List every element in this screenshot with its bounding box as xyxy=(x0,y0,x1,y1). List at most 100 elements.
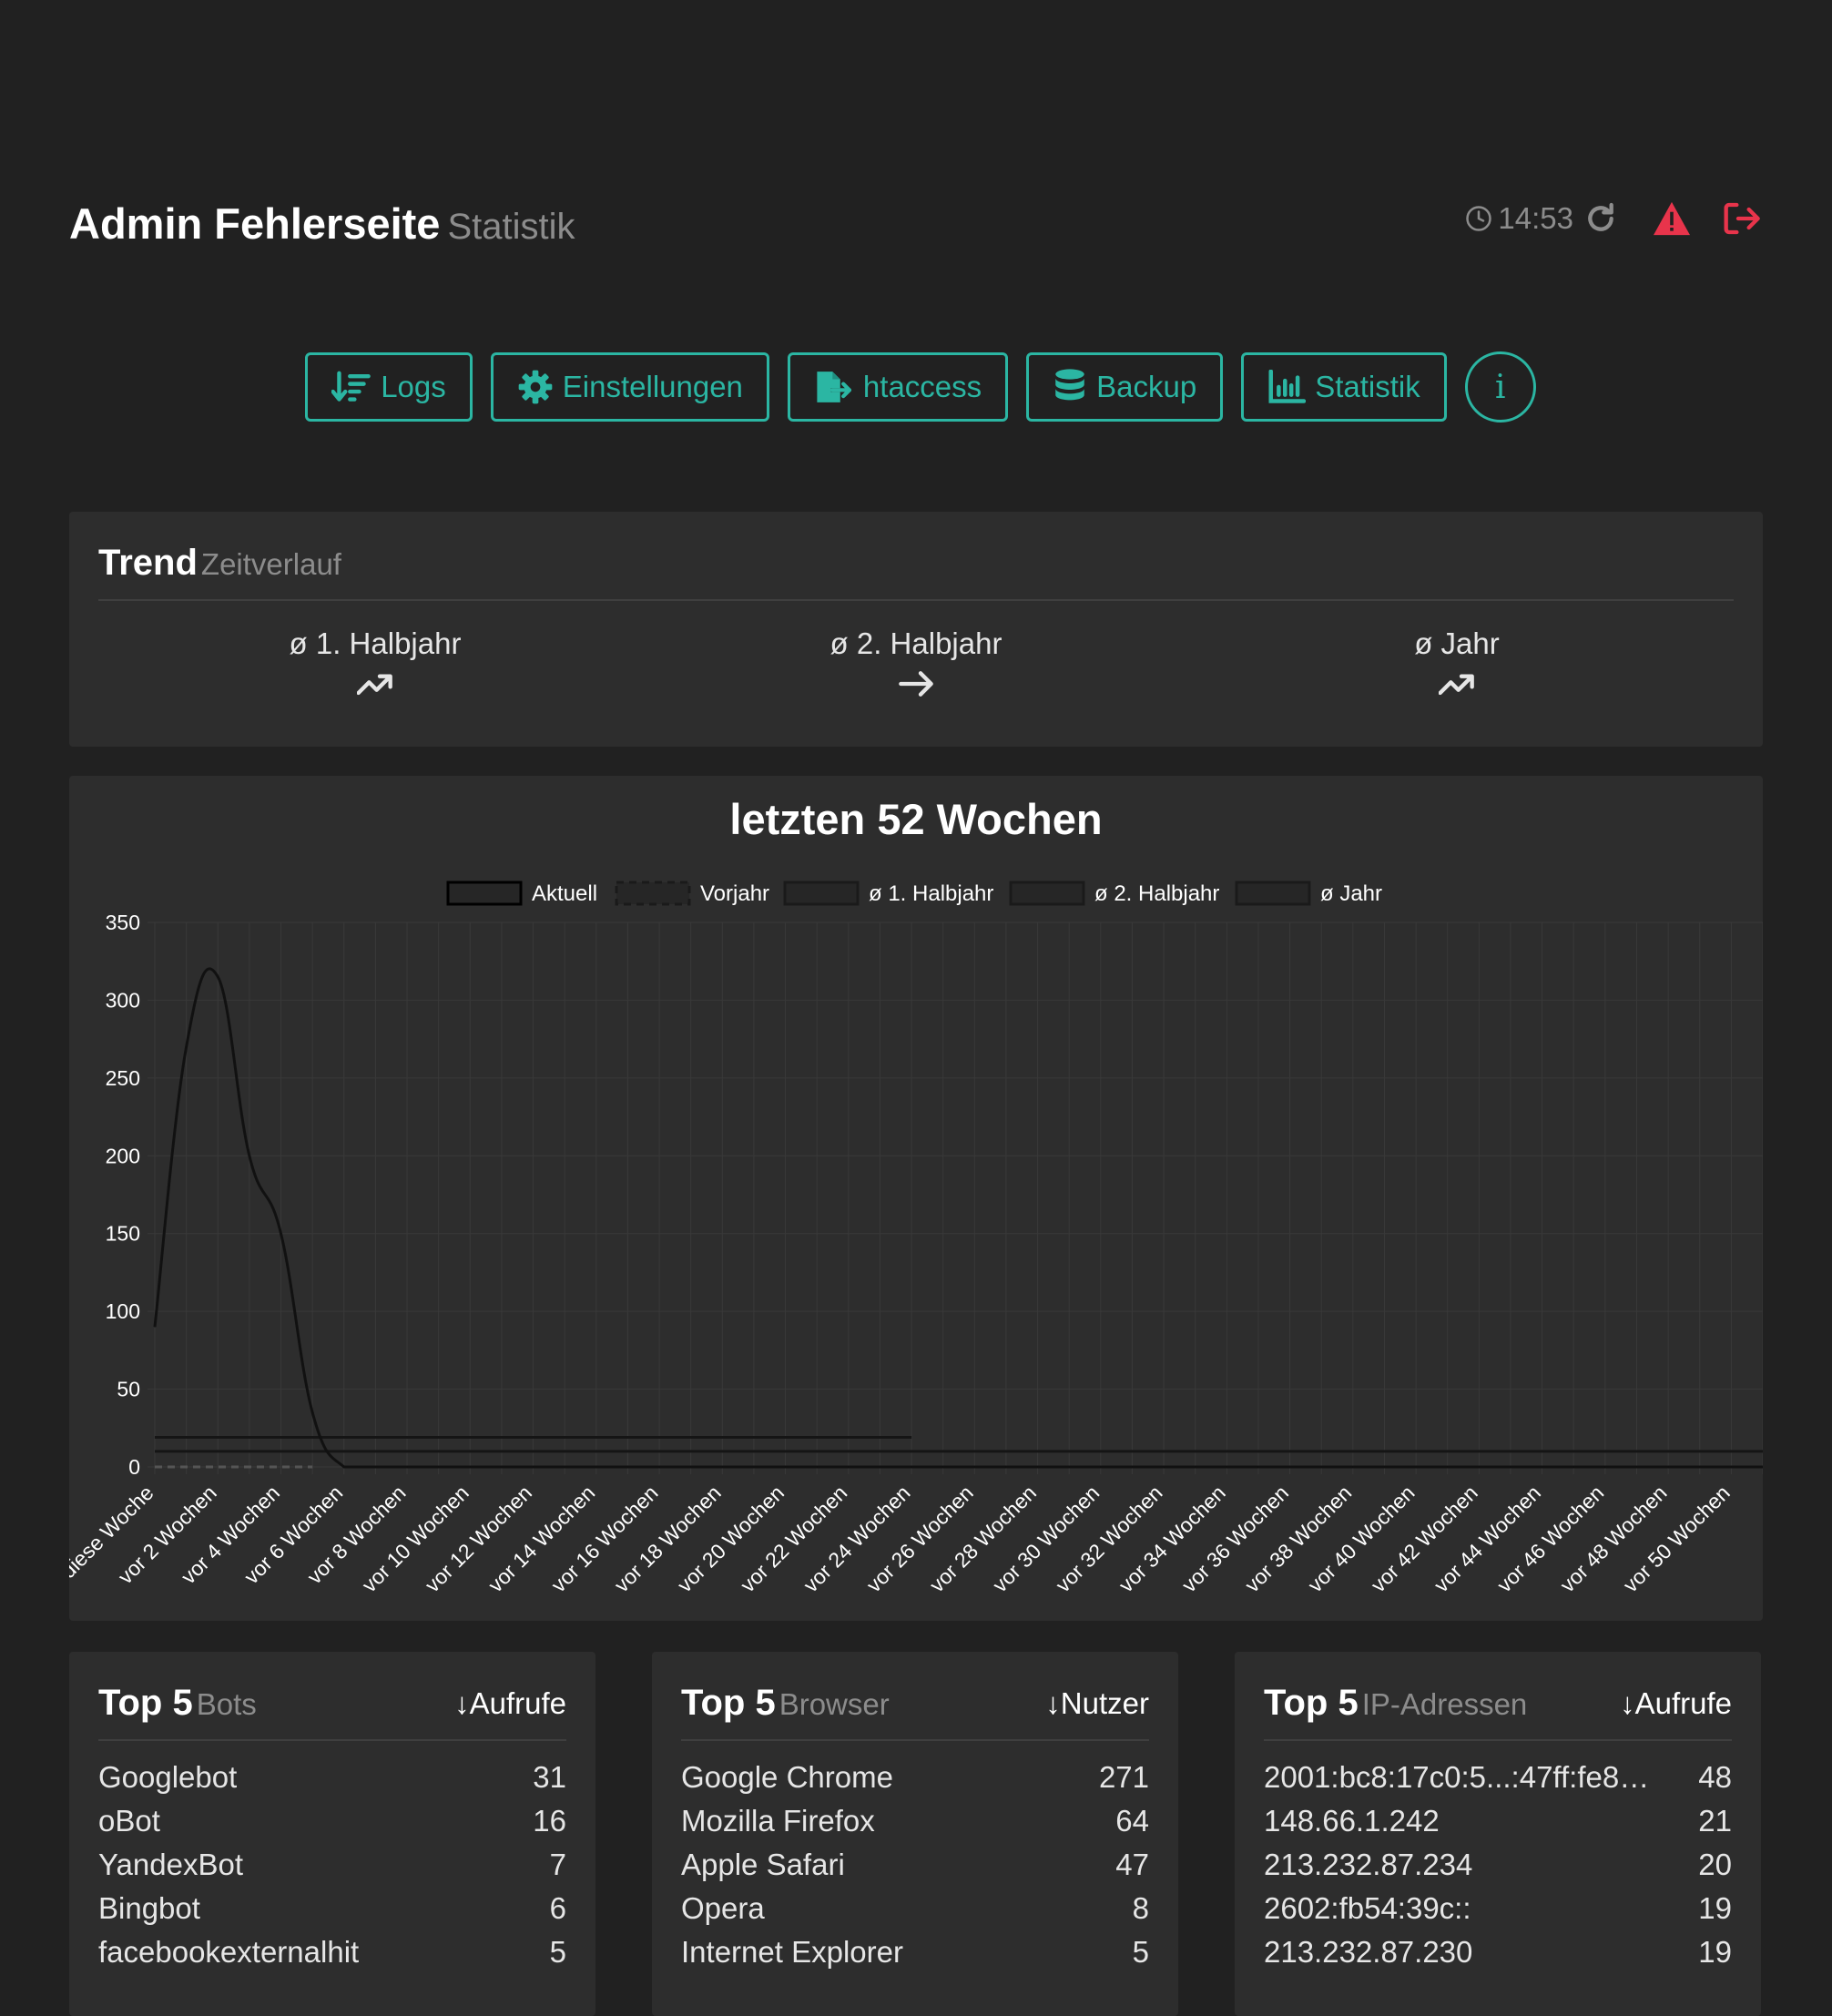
data-point xyxy=(1226,1466,1227,1468)
divider xyxy=(98,1739,566,1741)
page-title: Admin Fehlerseite Statistik xyxy=(69,199,575,249)
data-point xyxy=(1068,1466,1070,1468)
data-point xyxy=(1320,1466,1322,1468)
data-point xyxy=(438,1466,440,1468)
data-point xyxy=(658,1466,660,1468)
list-item: 2602:fb54:39c:: 19 xyxy=(1264,1891,1732,1925)
y-tick-label: 350 xyxy=(106,911,140,934)
legend-label: ø Jahr xyxy=(1320,881,1382,906)
logs-button[interactable]: Logs xyxy=(305,352,473,422)
statistik-button[interactable]: Statistik xyxy=(1241,352,1447,422)
x-tick-label: vor 50 Wochen xyxy=(1618,1481,1734,1596)
sort-aufrufe-button[interactable]: ↓Aufrufe xyxy=(1620,1686,1732,1720)
data-point xyxy=(911,1466,912,1468)
list-item: 213.232.87.230 19 xyxy=(1264,1935,1732,1969)
data-point xyxy=(595,1466,597,1468)
x-tick-label: vor 30 Wochen xyxy=(988,1481,1104,1596)
x-tick-label: vor 12 Wochen xyxy=(421,1481,536,1596)
top-browser-card: Top 5 Browser ↓Nutzer Google Chrome 271 Mo… xyxy=(652,1652,1178,2016)
page-subtitle: Statistik xyxy=(447,207,575,247)
divider xyxy=(681,1739,1149,1741)
data-point xyxy=(973,1466,975,1468)
logout-icon[interactable] xyxy=(1723,200,1763,237)
data-point xyxy=(469,1466,471,1468)
sort-lines-icon xyxy=(331,371,371,402)
y-tick-label: 100 xyxy=(106,1299,140,1323)
x-tick-label: vor 26 Wochen xyxy=(861,1481,977,1596)
sort-aufrufe-button[interactable]: ↓Aufrufe xyxy=(454,1686,566,1720)
data-point xyxy=(1352,1466,1354,1468)
list-item: Mozilla Firefox 64 xyxy=(681,1804,1149,1838)
x-tick-label: vor 34 Wochen xyxy=(1114,1481,1229,1596)
data-point xyxy=(533,1466,534,1468)
x-tick-label: vor 22 Wochen xyxy=(736,1481,851,1596)
data-point xyxy=(626,1466,628,1468)
trend-up-icon xyxy=(1439,674,1474,696)
x-tick-label: vor 42 Wochen xyxy=(1366,1481,1481,1596)
info-button[interactable]: i xyxy=(1464,351,1536,423)
data-point xyxy=(1635,1466,1637,1468)
data-point xyxy=(374,1466,376,1468)
legend-swatch xyxy=(446,881,523,906)
sort-nutzer-button[interactable]: ↓Nutzer xyxy=(1045,1686,1149,1720)
data-point xyxy=(1699,1466,1701,1468)
legend-swatch xyxy=(1235,881,1311,906)
header-actions: 14:53 xyxy=(1465,200,1763,237)
data-point xyxy=(1730,1466,1732,1468)
data-point xyxy=(753,1466,755,1468)
data-point xyxy=(785,1466,787,1468)
x-tick-label: vor 10 Wochen xyxy=(357,1481,473,1596)
top-ip-card: Top 5 IP-Adressen ↓Aufrufe 2001:bc8:17c0:… xyxy=(1235,1652,1761,2016)
warning-icon[interactable] xyxy=(1652,200,1692,237)
data-point xyxy=(1195,1466,1196,1468)
backup-button[interactable]: Backup xyxy=(1026,352,1224,422)
x-tick-label: vor 16 Wochen xyxy=(546,1481,662,1596)
data-point xyxy=(1257,1466,1259,1468)
y-tick-label: 250 xyxy=(106,1066,140,1090)
data-point xyxy=(1163,1466,1165,1468)
data-point xyxy=(1100,1466,1102,1468)
x-tick-label: vor 28 Wochen xyxy=(925,1481,1041,1596)
list-item: facebookexternalhit 5 xyxy=(98,1935,566,1969)
legend-label: ø 2. Halbjahr xyxy=(1094,881,1219,906)
data-point xyxy=(1037,1466,1039,1468)
data-point xyxy=(1289,1466,1291,1468)
data-point xyxy=(343,1466,345,1468)
data-point xyxy=(311,1411,313,1413)
data-point xyxy=(217,976,219,978)
trend-up-icon xyxy=(357,674,392,696)
bar-chart-icon xyxy=(1268,370,1307,403)
x-tick-label: vor 40 Wochen xyxy=(1303,1481,1419,1596)
data-point xyxy=(1415,1466,1417,1468)
list-item: Bingbot 6 xyxy=(98,1891,566,1925)
data-point xyxy=(848,1466,850,1468)
x-tick-label: vor 18 Wochen xyxy=(609,1481,725,1596)
clock: 14:53 xyxy=(1465,201,1573,236)
series-line-aktuell xyxy=(153,967,1763,1469)
top-ip-header: Top 5 IP-Adressen ↓Aufrufe xyxy=(1264,1683,1732,1723)
list-item: Google Chrome 271 xyxy=(681,1760,1149,1794)
legend-swatch xyxy=(783,881,860,906)
data-point xyxy=(1510,1466,1511,1468)
trend-title: Trend Zeitverlauf xyxy=(98,543,341,583)
list-item: Opera 8 xyxy=(681,1891,1149,1925)
data-point xyxy=(1762,1466,1763,1468)
data-point xyxy=(1447,1466,1449,1468)
x-tick-label: vor 14 Wochen xyxy=(483,1481,599,1596)
gear-icon xyxy=(518,370,553,404)
clock-time: 14:53 xyxy=(1498,201,1573,235)
x-tick-label: vor 38 Wochen xyxy=(1240,1481,1356,1596)
list-item: Apple Safari 47 xyxy=(681,1848,1149,1881)
settings-button[interactable]: Einstellungen xyxy=(490,352,769,422)
clock-icon xyxy=(1466,206,1492,231)
y-tick-label: 50 xyxy=(117,1378,140,1401)
htaccess-button[interactable]: htaccess xyxy=(787,352,1009,422)
refresh-icon[interactable] xyxy=(1583,200,1619,237)
top-bots-card: Top 5 Bots ↓Aufrufe Googlebot 31 oBot 16 Ya… xyxy=(69,1652,595,2016)
data-point xyxy=(1478,1466,1480,1468)
data-point xyxy=(1383,1466,1385,1468)
list-item: 213.232.87.234 20 xyxy=(1264,1848,1732,1881)
data-point xyxy=(1572,1466,1574,1468)
x-tick-label: vor 32 Wochen xyxy=(1051,1481,1166,1596)
